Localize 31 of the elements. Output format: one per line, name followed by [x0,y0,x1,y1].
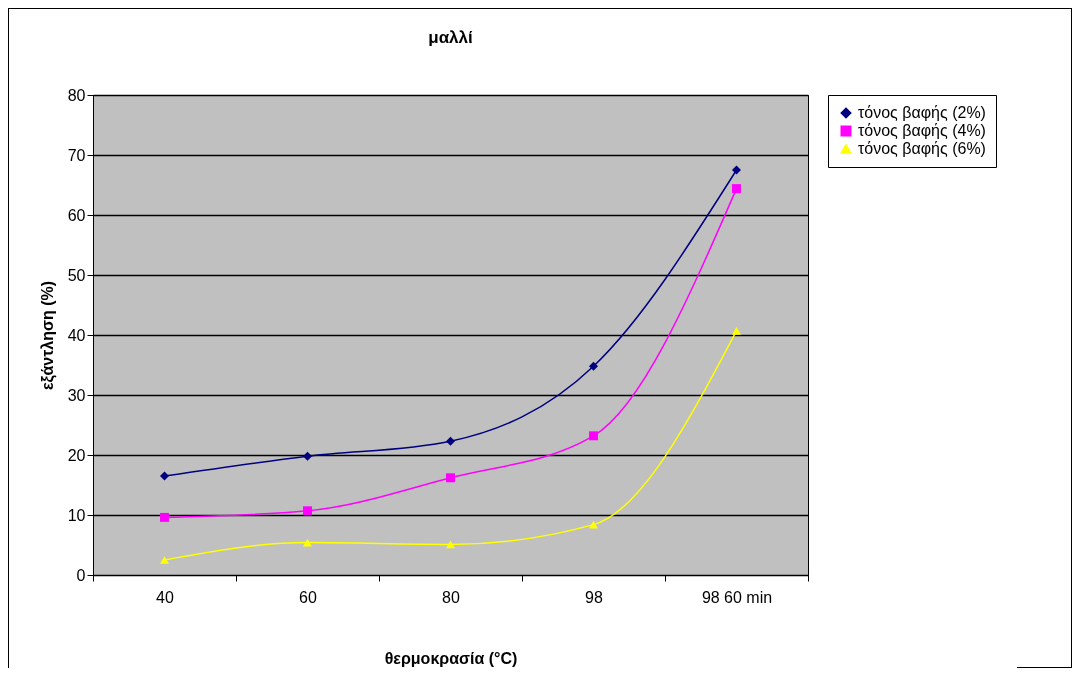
point [446,436,455,446]
x-tick-label: 60 [299,588,317,606]
point [589,431,598,441]
x-axis-title: θερμοκρασία (°C) [384,649,518,667]
legend-label: τόνος βαφής (2%) [858,104,986,121]
y-tick-label: 50 [67,266,86,284]
point [160,556,169,564]
x-tick-label: 80 [442,588,460,606]
y-tick-label: 20 [67,446,86,464]
y-tick-label: 40 [67,326,86,344]
point [303,506,312,516]
point [303,451,312,461]
x-tick-label: 98 [585,588,603,606]
y-tick-label: 30 [67,386,86,404]
y-tick-label: 10 [67,506,86,524]
chart-title: μαλλί [428,28,474,47]
point [446,473,455,483]
legend-label: τόνος βαφής (6%) [858,140,986,157]
x-tick-label: 40 [156,588,174,606]
y-axis-title: εξάντληση (%) [38,280,57,391]
y-tick-label: 70 [67,146,86,164]
point [732,326,741,335]
y-tick-label: 80 [67,86,86,104]
y-tick-label: 60 [67,206,86,224]
legend-label: τόνος βαφής (4%) [858,122,986,139]
x-tick-label: 98 60 min [701,588,773,606]
point [589,361,598,371]
point [446,540,455,549]
point [160,512,169,522]
y-tick-label: 0 [76,566,86,584]
point [732,184,741,194]
